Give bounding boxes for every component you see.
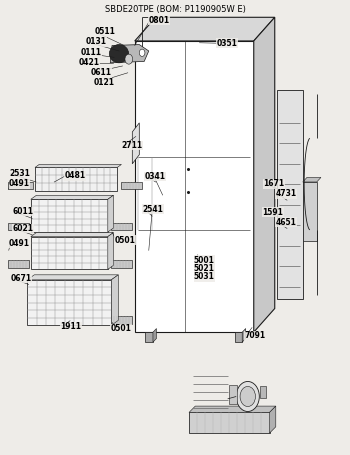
Text: 0351: 0351	[216, 39, 237, 48]
Polygon shape	[242, 329, 246, 342]
Bar	[121, 182, 142, 189]
Polygon shape	[303, 177, 321, 182]
Text: 5021: 5021	[194, 264, 215, 273]
Text: 5001: 5001	[194, 256, 215, 265]
Text: 4651: 4651	[276, 217, 297, 227]
Polygon shape	[111, 275, 118, 325]
Polygon shape	[153, 329, 156, 342]
Bar	[27, 280, 111, 325]
Text: 0481: 0481	[65, 171, 86, 180]
Polygon shape	[135, 17, 275, 41]
Text: 1911: 1911	[60, 322, 81, 331]
Circle shape	[236, 381, 259, 411]
Text: 6011: 6011	[13, 207, 34, 216]
Text: 1671: 1671	[264, 179, 285, 188]
Text: 0671: 0671	[10, 274, 32, 283]
Text: 0341: 0341	[145, 172, 166, 181]
Bar	[111, 260, 132, 268]
Ellipse shape	[110, 45, 129, 63]
Bar	[229, 385, 237, 404]
Text: 0511: 0511	[94, 27, 116, 36]
Text: 1591: 1591	[262, 207, 284, 217]
Bar	[145, 332, 153, 342]
Bar	[8, 182, 33, 189]
Polygon shape	[110, 45, 149, 63]
Bar	[111, 223, 132, 230]
Bar	[189, 412, 270, 433]
Text: 0121: 0121	[94, 78, 115, 87]
Text: 0131: 0131	[86, 37, 107, 46]
Polygon shape	[270, 406, 276, 433]
Bar	[303, 182, 317, 241]
Text: 0491: 0491	[9, 179, 30, 188]
Text: 0501: 0501	[110, 324, 131, 333]
Circle shape	[139, 49, 145, 56]
Bar	[31, 237, 108, 269]
Text: 0421: 0421	[79, 58, 100, 67]
Circle shape	[125, 54, 133, 64]
Bar	[276, 90, 303, 299]
Text: 2541: 2541	[143, 205, 164, 214]
Text: 0801: 0801	[149, 16, 170, 25]
Text: 2711: 2711	[122, 141, 143, 150]
Polygon shape	[27, 275, 118, 280]
Bar	[135, 41, 254, 332]
Circle shape	[240, 386, 256, 406]
Text: 7091: 7091	[244, 331, 265, 340]
Polygon shape	[108, 195, 113, 232]
Bar	[260, 386, 266, 398]
Polygon shape	[108, 233, 113, 269]
Text: 0611: 0611	[90, 68, 111, 77]
Polygon shape	[132, 123, 139, 164]
Text: 0501: 0501	[115, 236, 136, 245]
Text: 0111: 0111	[80, 48, 101, 57]
Text: 0491: 0491	[9, 239, 30, 248]
Bar	[31, 199, 108, 232]
Text: SBDE20TPE (BOM: P1190905W E): SBDE20TPE (BOM: P1190905W E)	[105, 5, 245, 14]
Polygon shape	[189, 406, 276, 412]
Text: 2531: 2531	[9, 169, 30, 178]
Polygon shape	[254, 17, 275, 332]
Polygon shape	[35, 164, 121, 167]
Polygon shape	[31, 233, 113, 237]
Bar	[35, 167, 117, 191]
Text: 4731: 4731	[276, 189, 297, 198]
Bar	[234, 332, 242, 342]
Bar	[111, 316, 132, 324]
Text: 6021: 6021	[13, 224, 34, 233]
Bar	[8, 223, 29, 230]
Polygon shape	[31, 195, 113, 199]
Text: 5031: 5031	[194, 272, 215, 281]
Bar	[8, 260, 29, 268]
